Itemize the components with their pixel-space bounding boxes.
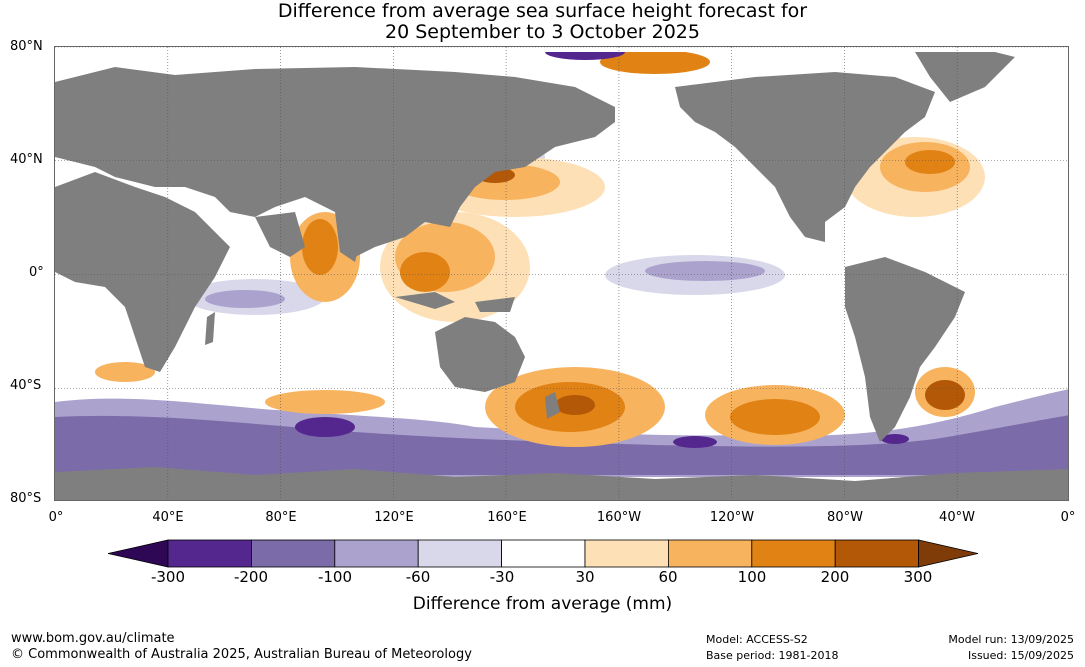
issued-date: Issued: 15/09/2025: [967, 649, 1074, 662]
australia-land: [435, 317, 525, 392]
model-run-date: Model run: 13/09/2025: [948, 633, 1074, 646]
legend-tick: -300: [150, 568, 186, 586]
legend-tick: 30: [575, 568, 595, 586]
lon-label-120w: 120°W: [709, 510, 755, 525]
lat-label-80n: 80°N: [10, 39, 43, 54]
lon-label-80w: 80°W: [827, 510, 863, 525]
lon-label-40e: 40°E: [152, 510, 184, 525]
copyright-notice: © Commonwealth of Australia 2025, Austra…: [11, 647, 472, 662]
map-title-line-1: Difference from average sea surface heig…: [277, 0, 808, 22]
sea-surface-height-map: [54, 46, 1069, 501]
lon-label-0-left: 0°: [48, 510, 64, 525]
lon-label-80e: 80°E: [265, 510, 297, 525]
lat-label-40n: 40°N: [10, 152, 43, 167]
north-america-land: [675, 72, 935, 242]
legend-tick: -60: [405, 568, 431, 586]
antarctica-land: [55, 467, 1068, 500]
legend-swatch-below-300: [108, 539, 169, 568]
lat-label-40s: 40°S: [10, 378, 42, 393]
legend-swatch-300-200: [167, 539, 252, 568]
legend-colorbar: [108, 539, 978, 568]
legend-tick: 60: [658, 568, 678, 586]
legend-swatch-60-30: [417, 539, 503, 568]
base-period: Base period: 1981-2018: [706, 649, 839, 662]
legend-tick: 100: [737, 568, 767, 586]
legend-swatch-60-100: [668, 539, 753, 568]
legend-tick: 300: [903, 568, 933, 586]
lon-label-160e: 160°E: [487, 510, 527, 525]
lon-label-0-right: 0°: [1060, 510, 1076, 525]
south-america-land: [845, 257, 965, 442]
africa-land: [55, 172, 230, 372]
model-name: Model: ACCESS-S2: [706, 633, 808, 646]
lat-label-80s: 80°S: [10, 491, 42, 506]
lon-label-40w: 40°W: [939, 510, 975, 525]
legend-tick: -200: [233, 568, 269, 586]
website-link[interactable]: www.bom.gov.au/climate: [11, 631, 175, 646]
legend-tick: -30: [489, 568, 515, 586]
legend-tick: 200: [820, 568, 850, 586]
map-title-line-2: 20 September to 3 October 2025: [385, 21, 700, 43]
legend-swatch-100-200: [751, 539, 836, 568]
eurasia-land: [55, 67, 615, 257]
land-masses: [55, 47, 1068, 500]
legend-swatch-above-300: [918, 539, 978, 568]
legend-label: Difference from average (mm): [412, 594, 673, 614]
legend-swatch-100-60: [334, 539, 419, 568]
lon-label-160w: 160°W: [596, 510, 642, 525]
legend-swatch-30-30: [501, 539, 586, 568]
legend-tick: -100: [317, 568, 353, 586]
graticule: [55, 47, 1068, 500]
legend-swatch-30-60: [584, 539, 669, 568]
lon-label-120e: 120°E: [374, 510, 414, 525]
legend-swatch-200-300: [834, 539, 920, 568]
legend-swatch-200-100: [250, 539, 336, 568]
lat-label-equator: 0°: [29, 265, 44, 280]
